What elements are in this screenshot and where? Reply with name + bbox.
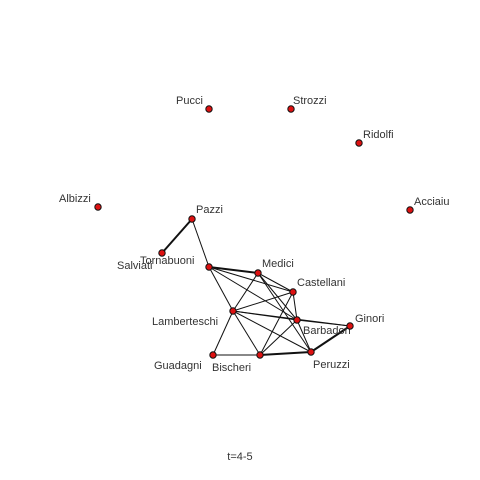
node-label: Strozzi: [293, 95, 327, 107]
node-marker: [229, 307, 237, 315]
edge-pazzi-tornabuoni: [191, 218, 210, 268]
edge-tornabuoni-medici: [208, 266, 259, 274]
node-marker: [355, 139, 363, 147]
node-marker: [158, 249, 166, 257]
edge-barbadori-ginori: [296, 319, 351, 327]
node-label: Acciaiu: [414, 196, 449, 208]
node-acciaiuoli: Acciaiu: [406, 196, 449, 214]
node-pazzi: Pazzi: [188, 204, 223, 223]
edge-lamberteschi-guadagni: [212, 310, 234, 356]
node-medici: Medici: [254, 258, 294, 277]
node-label: Guadagni: [154, 360, 202, 372]
time-label: t=4-5: [227, 451, 253, 463]
node-bischeri: Bischeri: [212, 351, 264, 374]
node-label: Barbadori: [303, 325, 351, 337]
node-ridolfi: Ridolfi: [355, 129, 394, 147]
node-label: Ginori: [355, 313, 384, 325]
edge-lamberteschi-peruzzi: [232, 310, 312, 353]
node-marker: [289, 288, 297, 296]
node-tornabuoni: Tornabuoni: [140, 255, 213, 271]
node-layer: Pucci Strozzi Ridolfi Albizzi Acciaiu Pazzi Sa…: [59, 95, 449, 374]
node-guadagni: Guadagni: [154, 351, 217, 372]
edge-castellani-bischeri: [259, 291, 294, 356]
edge-castellani-lamberteschi: [232, 291, 294, 312]
edge-peruzzi-ginori: [310, 325, 351, 353]
node-salviati: Salviati: [117, 249, 166, 272]
node-castellani: Castellani: [289, 277, 345, 296]
node-label: Salviati: [117, 260, 152, 272]
node-marker: [188, 215, 196, 223]
node-marker: [256, 351, 264, 359]
node-marker: [346, 322, 354, 330]
node-marker: [287, 105, 295, 113]
node-peruzzi: Peruzzi: [307, 348, 350, 371]
edge-salviati-pazzi: [161, 218, 193, 254]
edge-medici-lamberteschi: [232, 272, 259, 312]
edge-castellani-barbadori: [292, 291, 298, 321]
node-label: Albizzi: [59, 193, 91, 205]
node-ginori: Ginori: [346, 313, 384, 330]
edge-tornabuoni-barbadori: [208, 266, 298, 321]
node-marker: [205, 105, 213, 113]
node-marker: [254, 269, 262, 277]
node-marker: [307, 348, 315, 356]
node-label: Ridolfi: [363, 129, 394, 141]
node-pucci: Pucci: [176, 95, 213, 113]
node-marker: [205, 263, 213, 271]
edge-medici-castellani: [257, 272, 294, 293]
edge-layer: [161, 218, 351, 356]
node-label: Pazzi: [196, 204, 223, 216]
node-strozzi: Strozzi: [287, 95, 327, 113]
edge-tornabuoni-lamberteschi: [208, 266, 234, 312]
edge-tornabuoni-castellani: [208, 266, 294, 293]
edge-bischeri-peruzzi: [259, 351, 312, 356]
node-marker: [293, 316, 301, 324]
node-label: Peruzzi: [313, 359, 350, 371]
node-barbadori: Barbadori: [293, 316, 351, 337]
edge-lamberteschi-bischeri: [232, 310, 261, 356]
node-marker: [406, 206, 414, 214]
node-marker: [94, 203, 102, 211]
node-label: Lamberteschi: [152, 316, 218, 328]
node-label: Medici: [262, 258, 294, 270]
node-lamberteschi: Lamberteschi: [152, 307, 237, 328]
edge-medici-peruzzi: [257, 272, 312, 353]
edge-barbadori-bischeri: [259, 319, 298, 356]
node-label: Castellani: [297, 277, 345, 289]
node-label: Tornabuoni: [140, 255, 194, 267]
node-label: Pucci: [176, 95, 203, 107]
node-marker: [209, 351, 217, 359]
edge-barbadori-peruzzi: [296, 319, 312, 353]
node-label: Bischeri: [212, 362, 251, 374]
node-albizzi: Albizzi: [59, 193, 102, 211]
